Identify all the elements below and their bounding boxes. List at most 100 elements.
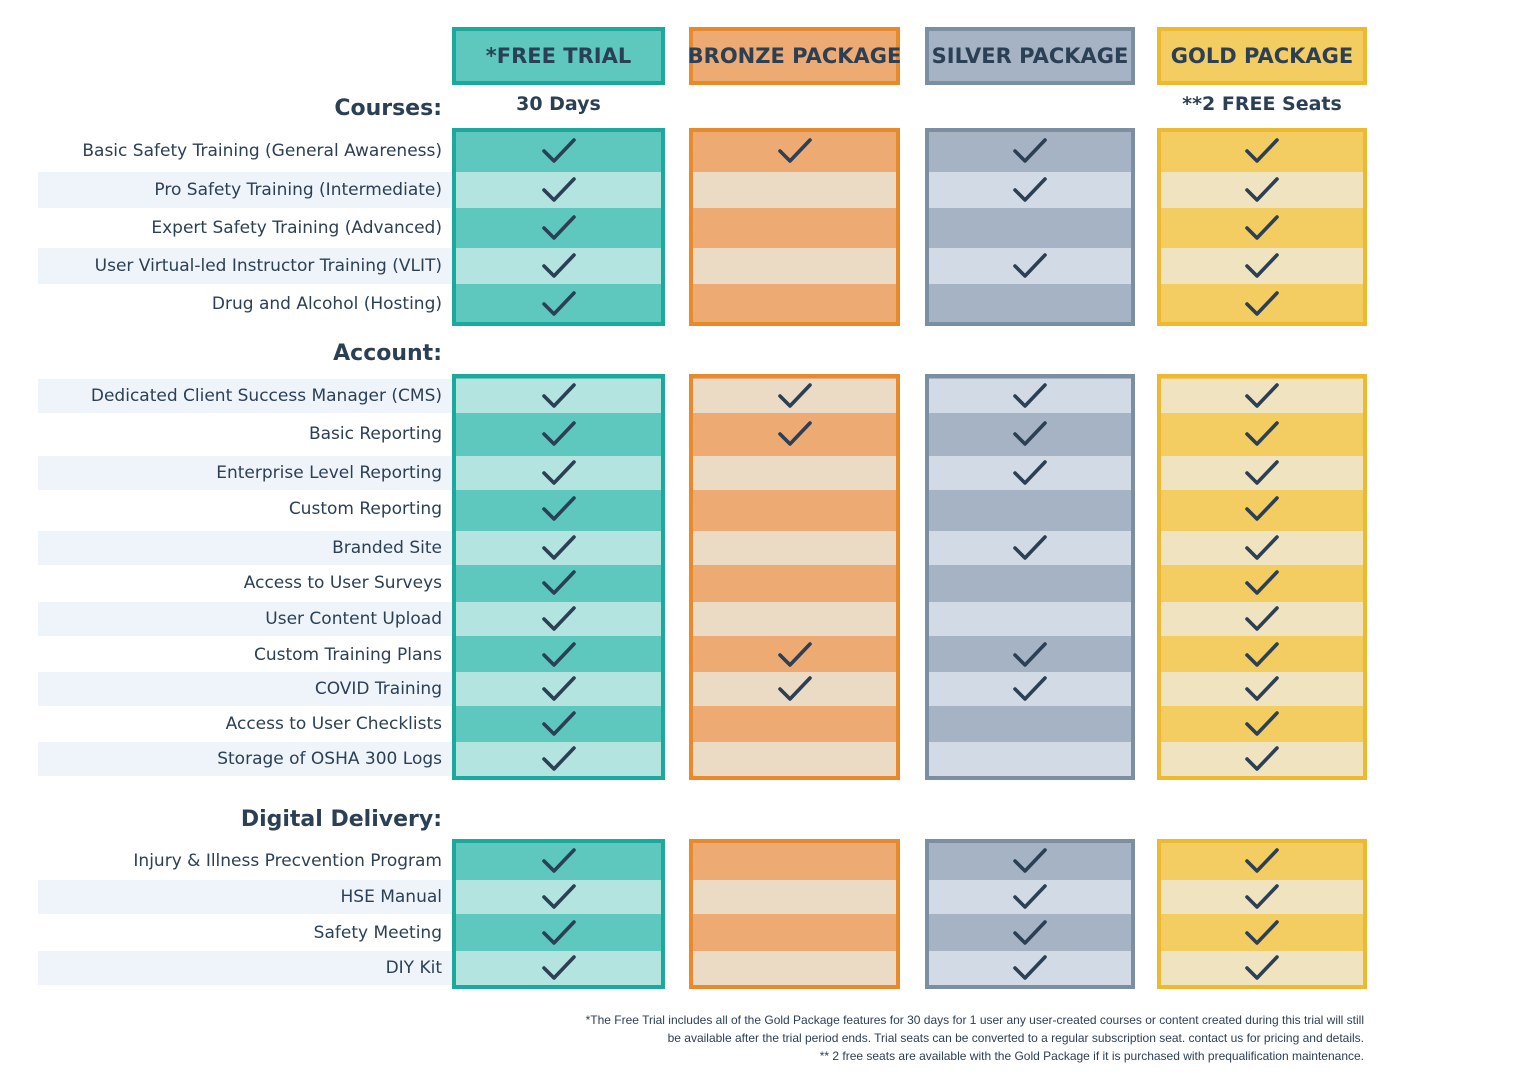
header-silver: SILVER PACKAGE	[925, 27, 1135, 85]
table-cell	[1161, 286, 1363, 322]
checkmark-icon	[1013, 253, 1047, 278]
table-cell	[929, 707, 1131, 741]
table-cell	[456, 566, 661, 600]
checkmark-icon	[541, 746, 576, 771]
feature-label: Dedicated Client Success Manager (CMS)	[90, 386, 442, 406]
checkmark-icon	[541, 421, 576, 446]
checkmark-icon	[1013, 920, 1047, 945]
table-cell	[693, 951, 896, 985]
checkmark-icon	[777, 383, 812, 408]
checkmark-icon	[1245, 848, 1279, 873]
checkmark-icon	[1245, 215, 1279, 240]
table-cell	[693, 742, 896, 776]
feature-label: Custom Training Plans	[253, 645, 442, 665]
table-cell	[1161, 172, 1363, 208]
checkmark-icon	[1245, 746, 1279, 771]
table-cell	[1161, 456, 1363, 490]
checkmark-icon	[1245, 642, 1279, 667]
table-cell	[929, 210, 1131, 246]
table-cell	[693, 638, 896, 672]
table-cell	[929, 672, 1131, 706]
table-cell	[456, 951, 661, 985]
table-cell	[456, 286, 661, 322]
table-cell	[1161, 742, 1363, 776]
checkmark-icon	[1013, 460, 1047, 485]
row-stripe	[38, 456, 458, 490]
table-cell	[1161, 133, 1363, 169]
table-cell	[929, 133, 1131, 169]
column-free-trial	[452, 839, 665, 989]
feature-label: Custom Reporting	[288, 499, 442, 519]
checkmark-icon	[1245, 570, 1279, 595]
table-cell	[929, 248, 1131, 284]
table-cell	[1161, 210, 1363, 246]
checkmark-icon	[1245, 711, 1279, 736]
checkmark-icon	[541, 291, 576, 316]
table-cell	[456, 133, 661, 169]
table-cell	[693, 707, 896, 741]
table-cell	[1161, 707, 1363, 741]
column-gold	[1157, 839, 1367, 989]
header-free-trial: *FREE TRIAL	[452, 27, 665, 85]
checkmark-icon	[1245, 383, 1279, 408]
checkmark-icon	[541, 496, 576, 521]
checkmark-icon	[541, 570, 576, 595]
checkmark-icon	[1245, 884, 1279, 909]
table-cell	[1161, 672, 1363, 706]
table-cell	[929, 916, 1131, 950]
table-cell	[456, 417, 661, 451]
feature-label: User Content Upload	[265, 609, 442, 629]
checkmark-icon	[1245, 606, 1279, 631]
table-cell	[456, 492, 661, 526]
checkmark-icon	[541, 711, 576, 736]
footnote-line: ** 2 free seats are available with the G…	[819, 1049, 1364, 1063]
table-cell	[456, 210, 661, 246]
checkmark-icon	[541, 676, 576, 701]
column-bronze	[689, 128, 900, 326]
table-cell	[693, 531, 896, 565]
checkmark-icon	[541, 884, 576, 909]
table-cell	[693, 379, 896, 413]
feature-label: Enterprise Level Reporting	[216, 463, 442, 483]
checkmark-icon	[1013, 642, 1047, 667]
checkmark-icon	[1245, 955, 1279, 980]
table-cell	[929, 844, 1131, 878]
checkmark-icon	[1245, 676, 1279, 701]
table-cell	[456, 672, 661, 706]
table-cell	[456, 172, 661, 208]
table-cell	[456, 916, 661, 950]
feature-label: Basic Reporting	[308, 424, 442, 444]
checkmark-icon	[1245, 138, 1279, 163]
checkmark-icon	[541, 920, 576, 945]
table-cell	[693, 286, 896, 322]
column-free-trial	[452, 374, 665, 780]
table-cell	[456, 844, 661, 878]
table-cell	[693, 172, 896, 208]
checkmark-icon	[1013, 884, 1047, 909]
feature-label: Safety Meeting	[313, 923, 442, 943]
checkmark-icon	[541, 253, 576, 278]
table-cell	[929, 172, 1131, 208]
feature-label: DIY Kit	[385, 958, 442, 978]
table-cell	[929, 531, 1131, 565]
checkmark-icon	[1013, 848, 1047, 873]
table-cell	[693, 916, 896, 950]
table-cell	[693, 210, 896, 246]
feature-label: Basic Safety Training (General Awareness…	[82, 141, 442, 161]
table-cell	[456, 456, 661, 490]
checkmark-icon	[1245, 253, 1279, 278]
feature-label: Access to User Checklists	[225, 714, 442, 734]
feature-label: Drug and Alcohol (Hosting)	[211, 294, 442, 314]
checkmark-icon	[541, 955, 576, 980]
checkmark-icon	[541, 460, 576, 485]
table-cell	[929, 566, 1131, 600]
section-title: Account:	[333, 341, 442, 366]
table-cell	[693, 602, 896, 636]
row-stripe	[38, 602, 458, 636]
table-cell	[929, 880, 1131, 914]
table-cell	[456, 379, 661, 413]
table-cell	[929, 742, 1131, 776]
checkmark-icon	[1245, 421, 1279, 446]
checkmark-icon	[541, 215, 576, 240]
checkmark-icon	[541, 848, 576, 873]
